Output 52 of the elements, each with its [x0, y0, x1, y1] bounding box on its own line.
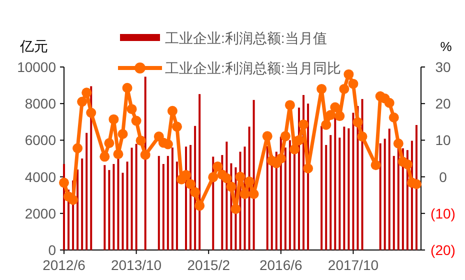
legend-label: 工业企业:利润总额:当月同比 [165, 60, 341, 76]
y-tick-label: 8000 [24, 96, 56, 112]
bar [162, 164, 164, 250]
bar [379, 143, 382, 250]
bar [361, 99, 364, 250]
x-tick-label: 2015/2 [187, 257, 230, 273]
bar [112, 164, 115, 250]
bar [158, 156, 160, 250]
bar [325, 144, 328, 250]
x-tick-label: 2013/10 [111, 257, 162, 273]
bar [130, 148, 133, 250]
bar [76, 169, 79, 250]
bar [284, 148, 286, 250]
bar [288, 140, 291, 250]
bar [392, 156, 395, 250]
y-tick-label: 2000 [24, 205, 56, 222]
bar [348, 128, 350, 250]
bar [117, 158, 120, 250]
bar [320, 126, 323, 250]
bar [397, 148, 400, 250]
bar [338, 138, 341, 250]
bar [266, 146, 268, 250]
y2-tick-label: (10) [430, 205, 456, 222]
y2-tick-label: 30 [435, 59, 451, 75]
bar [122, 172, 124, 250]
bar [104, 165, 106, 250]
bar [384, 138, 386, 250]
bar [343, 126, 346, 250]
y2-tick-label: (20) [430, 242, 456, 258]
bar [144, 76, 146, 250]
bar [166, 156, 169, 250]
y-axis-title: 亿元 [19, 38, 48, 54]
y2-tick-label: 0 [439, 168, 448, 185]
y2-axis-title: % [440, 39, 452, 54]
x-tick-label: 2017/10 [328, 257, 379, 273]
x-tick-label: 2016/6 [259, 257, 303, 273]
y-tick-label: 4000 [24, 168, 56, 185]
bar [330, 135, 332, 250]
y-tick-label: 6000 [24, 132, 56, 148]
y2-tick-label: 10 [435, 132, 451, 148]
y-tick-label: 10000 [17, 59, 56, 75]
bar [176, 162, 178, 250]
bar [81, 158, 84, 250]
y-tick-label: 0 [48, 242, 56, 258]
bar [86, 132, 88, 250]
bar [352, 112, 354, 250]
bar [388, 128, 390, 250]
y2-tick-label: 20 [435, 96, 451, 112]
legend-label: 工业企业:利润总额:当月值 [165, 30, 327, 46]
x-tick-label: 2012/6 [42, 257, 86, 273]
bar [135, 144, 138, 250]
bar [108, 170, 110, 250]
